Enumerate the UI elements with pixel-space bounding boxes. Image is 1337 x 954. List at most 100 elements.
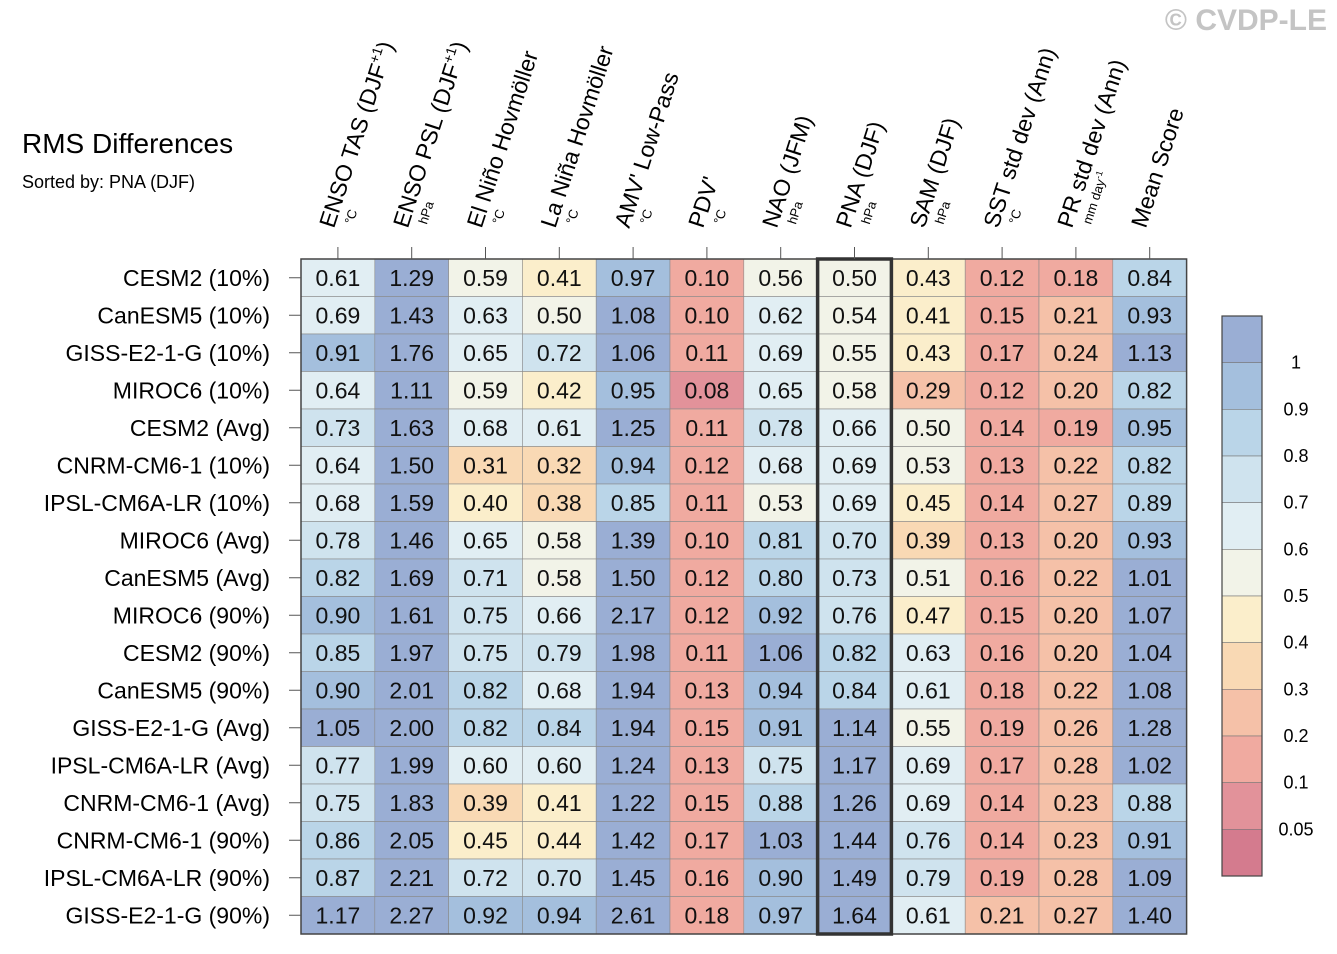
heatmap-cell [595,671,671,710]
heatmap-cell [522,708,597,747]
cell-value: 0.10 [685,265,730,291]
heatmap-cell [448,708,523,747]
cell-value: 0.42 [537,377,582,403]
cell-value: 0.31 [463,452,508,478]
heatmap-cell [669,708,745,747]
cell-value: 0.08 [685,377,730,403]
heatmap-cell [964,746,1040,785]
cell-value: 0.79 [537,640,582,666]
cell-value: 0.89 [1127,490,1172,516]
cell-value: 0.27 [1054,490,1099,516]
cell-value: 0.15 [685,715,730,741]
heatmap-cell [817,783,892,822]
cell-value: 0.61 [316,265,361,291]
heatmap-cell [669,746,745,785]
heatmap-cell [891,858,966,897]
heatmap-cell [743,783,818,822]
cell-value: 0.18 [685,902,730,928]
cell-value: 0.24 [1054,340,1099,366]
copyright-watermark: © CVDP-LE [1164,4,1327,37]
cell-value: 0.58 [832,377,877,403]
heatmap-cell [300,783,376,822]
heatmap-cell [300,896,376,935]
heatmap-cell [743,596,818,635]
cell-value: 0.12 [685,452,730,478]
cell-value: 0.13 [685,752,730,778]
heatmap-cell [374,446,449,485]
cell-value: 0.65 [758,377,803,403]
cell-value: 0.39 [463,790,508,816]
cell-value: 0.17 [980,752,1025,778]
cell-value: 1.98 [611,640,656,666]
heatmap-cell [743,708,818,747]
heatmap-cell [891,483,966,522]
grid-border [300,258,1188,935]
heatmap-cell [300,708,376,747]
cell-value: 0.15 [980,602,1025,628]
cell-value: 1.64 [832,902,877,928]
cell-value: 1.61 [389,602,434,628]
heatmap-cell [300,821,376,860]
cell-value: 1.50 [611,565,656,591]
heatmap-cell [964,671,1040,710]
cell-value: 2.05 [389,827,434,853]
cell-value: 0.13 [980,527,1025,553]
heatmap-cell [817,258,892,297]
cell-value: 0.23 [1054,790,1099,816]
colorbar-box [1221,595,1263,643]
cell-value: 0.16 [980,640,1025,666]
cell-value: 0.14 [980,827,1025,853]
cell-value: 0.32 [537,452,582,478]
cell-value: 0.20 [1054,602,1099,628]
row-label: GISS-E2-1-G (Avg) [72,715,270,741]
row-label: CESM2 (Avg) [130,415,270,441]
heatmap-cell [1112,896,1187,935]
heatmap-cell [522,483,597,522]
cell-value: 1.99 [389,752,434,778]
heatmap-cell [522,408,597,447]
cell-value: 0.64 [316,377,361,403]
heatmap-cell [448,596,523,635]
cell-value: 0.60 [537,752,582,778]
cell-value: 1.06 [758,640,803,666]
cell-value: 0.59 [463,377,508,403]
column-label: Mean Score [1126,105,1189,231]
cell-value: 0.72 [463,865,508,891]
heatmap-cell [1038,371,1114,410]
cell-value: 0.82 [1127,377,1172,403]
cell-value: 0.76 [832,602,877,628]
colorbar-tick-label: 0.05 [1278,819,1313,839]
heatmap-cell [669,633,745,672]
cell-value: 0.60 [463,752,508,778]
cell-value: 0.64 [316,452,361,478]
cell-value: 1.13 [1127,340,1172,366]
cell-value: 0.15 [685,790,730,816]
heatmap-cell [374,596,449,635]
cell-value: 0.82 [1127,452,1172,478]
heatmap-cell [595,446,671,485]
colorbar-box [1221,502,1263,550]
heatmap-cell [964,596,1040,635]
cell-value: 0.14 [980,790,1025,816]
cell-value: 1.76 [389,340,434,366]
cell-value: 0.16 [980,565,1025,591]
cell-value: 1.25 [611,415,656,441]
cell-value: 1.43 [389,302,434,328]
cell-value: 0.55 [832,340,877,366]
heatmap-cell [448,896,523,935]
cell-value: 0.86 [316,827,361,853]
heatmap-cell [669,371,745,410]
heatmap-cell [522,783,597,822]
heatmap-cell [891,671,966,710]
column-label: AMV' Low-Pass [609,69,684,231]
heatmap-cell [374,633,449,672]
heatmap-cell [964,858,1040,897]
cell-value: 0.90 [758,865,803,891]
heatmap-cell [300,408,376,447]
heatmap-cell [1038,558,1114,597]
cell-value: 0.22 [1054,677,1099,703]
cell-value: 0.94 [611,452,656,478]
column-unit: hPa [784,199,806,226]
cell-value: 1.83 [389,790,434,816]
heatmap-cell [374,371,449,410]
